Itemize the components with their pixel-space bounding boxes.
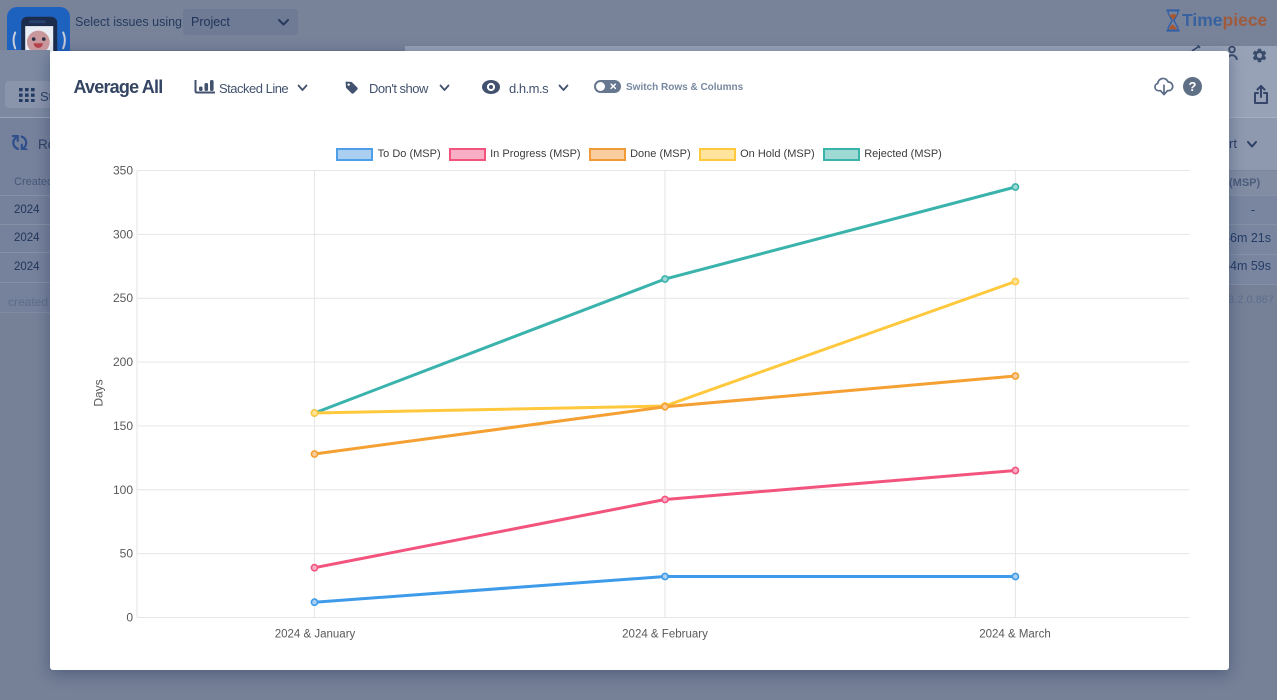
svg-text:Days: Days xyxy=(92,379,106,406)
svg-text:250: 250 xyxy=(113,291,133,305)
svg-text:300: 300 xyxy=(113,227,133,241)
svg-text:50: 50 xyxy=(120,547,134,561)
svg-text:200: 200 xyxy=(113,355,133,369)
svg-text:350: 350 xyxy=(113,164,133,178)
svg-text:2024 & February: 2024 & February xyxy=(622,629,708,641)
svg-text:2024 & January: 2024 & January xyxy=(275,629,356,641)
svg-text:0: 0 xyxy=(126,611,133,625)
svg-text:150: 150 xyxy=(113,419,133,433)
svg-text:2024 & March: 2024 & March xyxy=(979,629,1051,641)
svg-text:100: 100 xyxy=(113,483,133,497)
